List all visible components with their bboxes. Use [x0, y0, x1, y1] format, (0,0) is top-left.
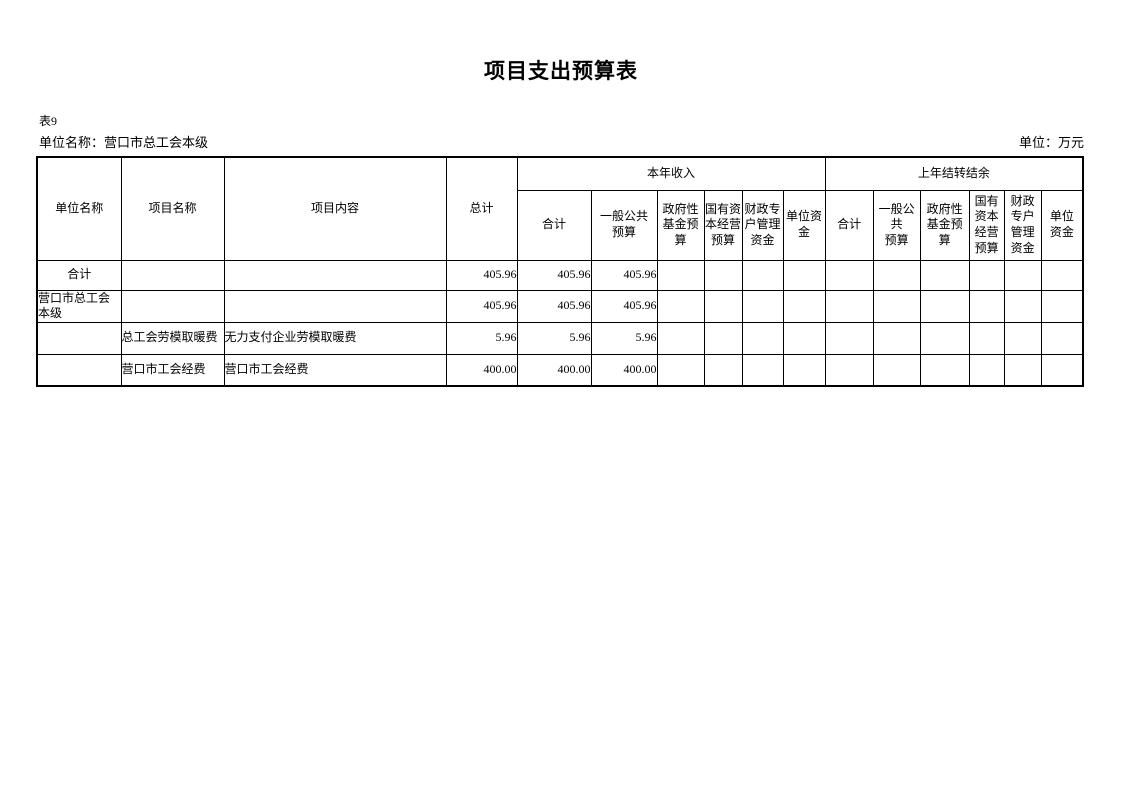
table-cell: 400.00: [590, 353, 658, 387]
table-cell: 405.96: [516, 259, 592, 291]
table-cell: [919, 321, 970, 355]
table-cell: [782, 289, 826, 323]
table-cell: [656, 321, 705, 355]
table-cell: [968, 353, 1005, 387]
table-row-project-union-funds: 营口市工会经费 营口市工会经费 400.00 400.00 400.00: [36, 353, 1084, 387]
col-header-py-general-public-budget: 一般公 共 预算: [872, 189, 921, 261]
table-cell: [872, 289, 921, 323]
table-cell: [1003, 353, 1042, 387]
table-cell: 5.96: [590, 321, 658, 355]
col-header-unit-name: 单位名称: [36, 156, 122, 261]
unit-name-label: 单位名称：营口市总工会本级: [39, 135, 209, 150]
table-cell: 405.96: [590, 289, 658, 323]
table-cell: [36, 321, 122, 355]
table-cell: [824, 321, 874, 355]
table-cell: [919, 289, 970, 323]
table-cell: [741, 353, 784, 387]
table-cell: [968, 259, 1005, 291]
table-cell: 400.00: [516, 353, 592, 387]
table-cell: [824, 289, 874, 323]
table-cell: [782, 353, 826, 387]
table-cell: [1003, 289, 1042, 323]
table-cell: 总工会劳模取暖费: [120, 321, 225, 355]
table-cell: 5.96: [445, 321, 518, 355]
header-sub-row: 合计 一般公共 预算 政府性 基金预 算 国有资 本经营 预算 财政专 户管理 …: [37, 189, 1084, 261]
table-cell: 合计: [36, 259, 122, 291]
col-header-cy-general-public-budget: 一般公共 预算: [590, 189, 658, 261]
col-header-cy-fiscal-account-funds: 财政专 户管理 资金: [741, 189, 784, 261]
table-cell: [824, 353, 874, 387]
table-cell: 营口市工会经费: [223, 353, 447, 387]
table-cell: [120, 289, 225, 323]
table-cell: 405.96: [445, 259, 518, 291]
table-cell: [1040, 353, 1084, 387]
table-cell: [872, 259, 921, 291]
table-cell: [872, 321, 921, 355]
table-cell: 营口市工会经费: [120, 353, 225, 387]
table-cell: [656, 289, 705, 323]
table-meta: 表9 单位名称：营口市总工会本级 单位：万元: [39, 112, 1084, 151]
table-cell: [741, 321, 784, 355]
table-cell: 5.96: [516, 321, 592, 355]
page-title: 项目支出预算表: [484, 59, 638, 83]
table-cell: [782, 321, 826, 355]
table-cell: [1040, 321, 1084, 355]
table-cell: [968, 289, 1005, 323]
col-header-py-govt-fund-budget: 政府性 基金预 算: [919, 189, 970, 261]
table-cell: [1040, 259, 1084, 291]
table-cell: [1003, 321, 1042, 355]
table-number-label: 表9: [39, 114, 58, 128]
table-row-total: 合计 405.96 405.96 405.96: [36, 259, 1084, 291]
col-header-project-name: 项目名称: [120, 156, 225, 261]
meta-line: 单位名称：营口市总工会本级 单位：万元: [39, 132, 1084, 151]
header-group-row: 单位名称 项目名称 项目内容 总计 本年收入 上年结转结余: [36, 156, 1084, 261]
table-cell: [36, 353, 122, 387]
col-header-cy-total: 合计: [516, 189, 592, 261]
table-cell: 无力支付企业劳模取暖费: [223, 321, 447, 355]
col-header-py-fiscal-account-funds: 财政 专户 管理 资金: [1003, 189, 1042, 261]
table-cell: [656, 259, 705, 291]
col-header-cy-state-capital-budget: 国有资 本经营 预算: [703, 189, 743, 261]
table-cell: [741, 289, 784, 323]
table-cell: 405.96: [445, 289, 518, 323]
col-header-cy-govt-fund-budget: 政府性 基金预 算: [656, 189, 705, 261]
table-cell: 营口市总工会本级: [36, 289, 122, 323]
table-row-unit: 营口市总工会本级 405.96 405.96 405.96: [36, 289, 1084, 323]
unit-of-measure-label: 单位：万元: [1018, 135, 1084, 150]
table-cell: [919, 259, 970, 291]
table-cell: [824, 259, 874, 291]
col-header-cy-unit-funds: 单位资 金: [782, 189, 826, 261]
table-row-project-heating: 总工会劳模取暖费 无力支付企业劳模取暖费 5.96 5.96 5.96: [36, 321, 1084, 355]
col-header-py-state-capital-budget: 国有 资本 经营 预算: [968, 189, 1005, 261]
table-cell: [223, 289, 447, 323]
col-header-py-total: 合计: [824, 189, 874, 261]
table-cell: [656, 353, 705, 387]
table-cell: [741, 259, 784, 291]
table-cell: [968, 321, 1005, 355]
project-expenditure-budget-table: 单位名称 项目名称 项目内容 总计 本年收入 上年结转结余 合计 一般公共 预算…: [36, 156, 1085, 388]
col-header-py-unit-funds: 单位 资金: [1040, 189, 1084, 261]
table-cell: [703, 289, 743, 323]
table-cell: [782, 259, 826, 291]
table-cell: [703, 321, 743, 355]
col-group-current-year-income: 本年收入: [516, 156, 826, 191]
table-cell: [1003, 259, 1042, 291]
table-cell: [703, 259, 743, 291]
table-cell: [872, 353, 921, 387]
table-cell: 405.96: [590, 259, 658, 291]
table-cell: [703, 353, 743, 387]
table-cell: [1040, 289, 1084, 323]
table-cell: [919, 353, 970, 387]
table-cell: 405.96: [516, 289, 592, 323]
col-group-prior-year-carryover: 上年结转结余: [824, 156, 1084, 191]
table-cell: [120, 259, 225, 291]
col-header-project-content: 项目内容: [223, 156, 447, 261]
table-cell: [223, 259, 447, 291]
table-cell: 400.00: [445, 353, 518, 387]
col-header-grand-total: 总计: [445, 156, 518, 261]
